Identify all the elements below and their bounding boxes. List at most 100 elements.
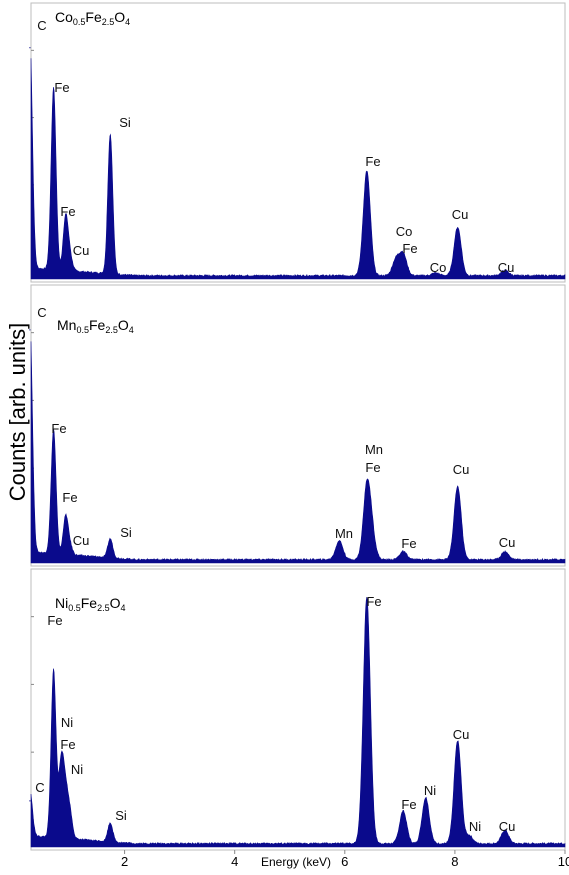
peak-label: Cu: [452, 207, 469, 222]
title-text: Fe: [81, 595, 98, 611]
peak-point: [65, 803, 67, 805]
x-tick-label: 6: [341, 854, 348, 869]
peak-point: [65, 524, 67, 526]
peak-label: Fe: [54, 80, 69, 95]
title-subscript: 4: [129, 325, 134, 335]
x-tick-label: 4: [231, 854, 238, 869]
peak-label: Si: [115, 808, 127, 823]
peak-label: Fe: [365, 154, 380, 169]
peak-point: [504, 554, 506, 556]
peak-point: [504, 273, 506, 275]
peak-label: Fe: [401, 797, 416, 812]
peak-point: [435, 275, 437, 277]
peak-label: Cu: [453, 462, 470, 477]
peak-point: [457, 489, 459, 491]
peak-label: Cu: [499, 819, 516, 834]
peak-point: [371, 538, 373, 540]
peak-label: C: [35, 780, 44, 795]
peak-point: [69, 554, 71, 556]
title-text: Co: [55, 9, 73, 25]
peak-label: Fe: [402, 241, 417, 256]
peak-point: [109, 138, 111, 140]
x-tick-label: 2: [121, 854, 128, 869]
peak-label: Fe: [47, 613, 62, 628]
peak-point: [366, 599, 368, 602]
peak-point: [109, 827, 111, 829]
peak-point: [395, 262, 397, 264]
peak-point: [60, 770, 62, 772]
peak-point: [29, 800, 31, 802]
peak-label: Fe: [366, 594, 381, 609]
title-subscript: 2.5: [105, 325, 118, 335]
title-subscript: 0.5: [73, 17, 86, 27]
title-subscript: 0.5: [76, 325, 89, 335]
peak-label: Fe: [401, 536, 416, 551]
peak-label: Fe: [60, 737, 75, 752]
title-text: Fe: [89, 317, 106, 333]
x-tick-label: 8: [451, 854, 458, 869]
title-text: O: [118, 317, 129, 333]
peak-point: [53, 95, 55, 97]
title-text: Fe: [85, 9, 102, 25]
peak-label: Fe: [365, 460, 380, 475]
title-subscript: 0.5: [68, 603, 81, 613]
y-axis-label: Counts [arb. units]: [5, 323, 30, 502]
x-tick-label: 10: [558, 854, 569, 869]
spectrum-area: [30, 596, 566, 848]
peak-label: Fe: [62, 490, 77, 505]
spectrum-panel-1: C Fe Fe Cu Si Fe Fe Co Co Cu Cu Co0.5Fe2.5O4: [29, 2, 566, 283]
peak-point: [53, 437, 55, 439]
peak-label: Co: [396, 224, 413, 239]
peak-point: [65, 224, 67, 226]
panel-title: Mn0.5Fe2.5O4: [57, 317, 134, 335]
peak-label: Cu: [498, 260, 515, 275]
peak-label: Cu: [73, 243, 90, 258]
peak-label: Mn: [335, 526, 353, 541]
peak-label: Si: [120, 525, 132, 540]
peak-point: [53, 678, 55, 680]
peak-label: Fe: [51, 421, 66, 436]
peak-point: [402, 554, 404, 556]
peak-label: Ni: [71, 762, 83, 777]
peak-point: [366, 491, 368, 494]
peak-label: C: [37, 305, 46, 320]
title-text: Mn: [57, 317, 76, 333]
spectrum-area: [30, 58, 566, 280]
peak-label: Ni: [61, 715, 73, 730]
title-subscript: 2.5: [97, 603, 110, 613]
peak-point: [366, 173, 368, 175]
peak-label: Cu: [453, 727, 470, 742]
peak-point: [468, 838, 470, 840]
peak-point: [338, 543, 340, 545]
spectrum-area: [30, 341, 566, 564]
peak-label: C: [37, 18, 46, 33]
title-subscript: 4: [125, 17, 130, 27]
peak-label: Cu: [499, 535, 516, 550]
peak-point: [29, 47, 31, 49]
peak-label: Mn: [365, 442, 383, 457]
peak-point: [402, 813, 404, 816]
peak-label: Ni: [424, 783, 436, 798]
x-axis-label: Energy (keV): [261, 855, 331, 869]
peak-point: [402, 256, 404, 259]
peak-point: [425, 800, 427, 802]
title-text: O: [110, 595, 121, 611]
panel-title: Co0.5Fe2.5O4: [55, 9, 130, 27]
peak-label: Si: [119, 115, 131, 130]
peak-label: Ni: [469, 819, 481, 834]
peak-point: [457, 230, 459, 232]
peak-label: Cu: [73, 533, 90, 548]
peak-point: [69, 822, 71, 824]
panel-frame: [30, 568, 566, 851]
title-subscript: 4: [121, 603, 126, 613]
peak-point: [69, 265, 71, 267]
panel-title: Ni0.5Fe2.5O4: [55, 595, 126, 613]
title-text: Ni: [55, 595, 68, 611]
title-subscript: 2.5: [102, 17, 115, 27]
peak-label: Fe: [60, 204, 75, 219]
peak-point: [109, 543, 111, 545]
